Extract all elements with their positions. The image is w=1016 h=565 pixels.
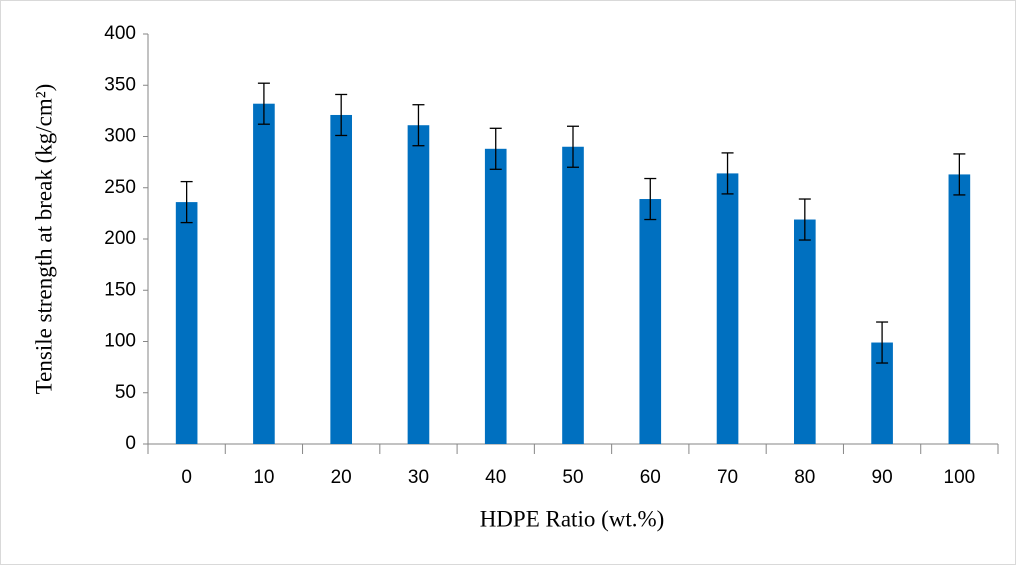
- bar: [330, 114, 352, 444]
- bar: [407, 125, 430, 444]
- error-bar: [412, 104, 425, 147]
- error-bar: [876, 321, 889, 364]
- bar: [175, 202, 198, 444]
- bar: [639, 199, 662, 444]
- x-tick-label: 20: [331, 467, 352, 488]
- y-tick-label: 400: [104, 23, 136, 44]
- bar: [794, 219, 816, 444]
- y-tick-label: 250: [104, 177, 136, 198]
- error-bar: [721, 152, 734, 195]
- error-bar: [953, 153, 966, 196]
- y-tick-label: 200: [104, 228, 136, 249]
- bar: [948, 174, 971, 445]
- x-tick-label: 30: [408, 467, 429, 488]
- bar: [562, 146, 584, 444]
- y-tick-label: 300: [104, 126, 136, 147]
- x-tick-label: 100: [944, 467, 976, 488]
- y-tick-label: 100: [104, 331, 136, 352]
- error-bar: [257, 82, 270, 125]
- x-axis-label: HDPE Ratio (wt.%): [480, 506, 665, 531]
- bar: [716, 173, 739, 444]
- y-axis-label: Tensile strength at break (kg/cm²): [31, 84, 56, 395]
- y-tick-label: 350: [104, 74, 136, 95]
- y-tick-label: 150: [104, 279, 136, 300]
- error-bar: [489, 127, 502, 170]
- error-bar: [644, 177, 657, 221]
- x-tick-label: 10: [253, 467, 274, 488]
- error-bar: [798, 198, 811, 241]
- y-tick-label: 0: [125, 433, 136, 454]
- x-tick-label: 60: [640, 467, 661, 488]
- bar: [484, 148, 507, 445]
- x-tick-label: 50: [562, 467, 583, 488]
- bar: [253, 103, 275, 444]
- x-tick-label: 90: [872, 467, 893, 488]
- x-tick-label: 70: [717, 467, 738, 488]
- error-bar: [335, 93, 348, 137]
- x-tick-label: 80: [794, 467, 815, 488]
- error-bar: [567, 125, 579, 168]
- error-bar: [180, 180, 193, 224]
- x-tick-label: 0: [181, 467, 192, 488]
- x-tick-label: 40: [485, 467, 506, 488]
- y-tick-label: 50: [115, 382, 136, 403]
- bar: [871, 342, 893, 444]
